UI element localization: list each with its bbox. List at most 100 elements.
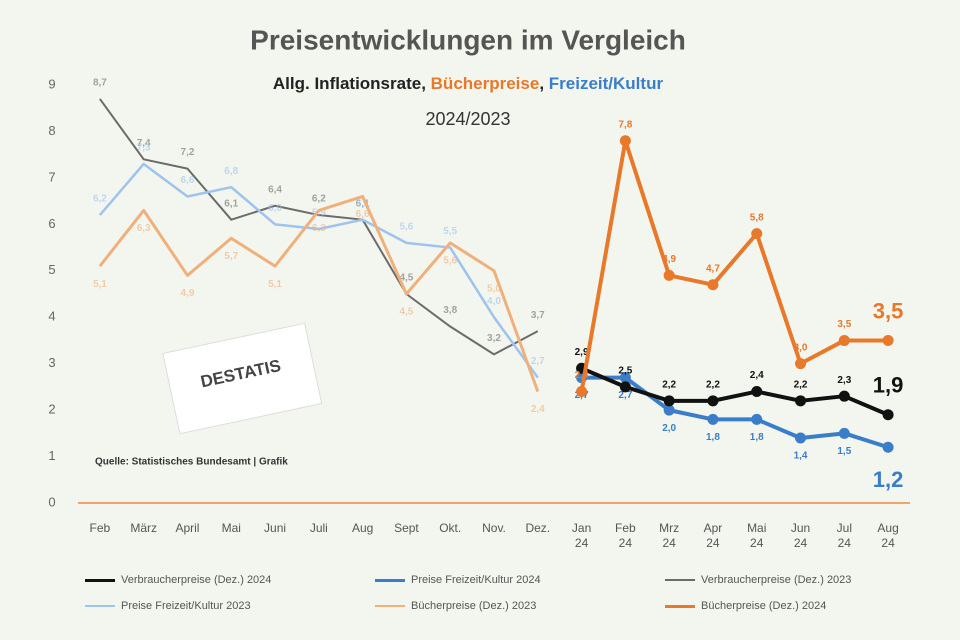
data-label: 5,1 xyxy=(268,279,282,290)
source-note: Quelle: Statistisches Bundesamt | Grafik xyxy=(95,457,288,468)
data-label: 7,8 xyxy=(618,119,632,130)
data-label: 2,4 xyxy=(575,370,589,381)
data-label: 6,2 xyxy=(93,194,107,205)
data-label: 4,5 xyxy=(399,307,413,318)
series-marker xyxy=(795,432,807,444)
legend-label: Preise Freizeit/Kultur 2024 xyxy=(411,574,541,586)
data-label: 6,4 xyxy=(268,184,282,195)
legend-label: Verbraucherpreise (Dez.) 2023 xyxy=(701,574,852,586)
x-tick-label: Aug xyxy=(351,521,374,535)
legend-swatch xyxy=(375,605,405,607)
y-tick-label: 6 xyxy=(48,216,55,231)
series-marker xyxy=(663,404,675,416)
legend-label: Bücherpreise (Dez.) 2024 xyxy=(701,600,827,612)
x-tick-label: Mai 24 xyxy=(747,521,767,550)
data-label: 6,6 xyxy=(356,209,370,220)
data-label: 6,1 xyxy=(356,198,370,209)
data-label: 5,6 xyxy=(399,222,413,233)
data-label: 4,9 xyxy=(662,254,676,265)
data-label: 2,2 xyxy=(706,379,720,390)
x-tick-label: Feb xyxy=(89,521,111,535)
y-tick-label: 7 xyxy=(48,169,55,184)
legend-item: Bücherpreise (Dez.) 2023 xyxy=(375,600,536,612)
x-tick-label: Jun 24 xyxy=(790,521,811,550)
y-tick-label: 8 xyxy=(48,123,55,138)
logo-box xyxy=(162,322,323,435)
data-label: 5,9 xyxy=(312,208,326,219)
x-tick-label: Feb 24 xyxy=(615,521,636,550)
series-marker xyxy=(707,413,719,425)
data-label: 2,3 xyxy=(837,375,851,386)
legend-item: Verbraucherpreise (Dez.) 2023 xyxy=(665,574,851,586)
data-label: 2,5 xyxy=(618,366,632,377)
legend-item: Preise Freizeit/Kultur 2024 xyxy=(375,574,541,586)
y-tick-label: 0 xyxy=(48,494,55,509)
data-label: 7,3 xyxy=(137,143,151,154)
x-tick-label: März xyxy=(130,521,158,535)
data-label: 2,0 xyxy=(662,423,676,434)
data-label: 5,5 xyxy=(443,226,457,237)
data-label: 5,6 xyxy=(443,256,457,267)
logo: DESTATIS xyxy=(162,322,323,435)
y-tick-label: 4 xyxy=(48,309,55,324)
data-label: 1,8 xyxy=(706,432,720,443)
chart-subtitle-year: 2024/2023 xyxy=(425,109,510,129)
x-tick-label: Mrz 24 xyxy=(659,521,680,550)
x-tick-label: Juli xyxy=(309,521,328,535)
data-label: 3,0 xyxy=(794,342,808,353)
series-line xyxy=(579,138,889,392)
series-marker xyxy=(882,441,894,453)
data-label: 7,2 xyxy=(181,147,195,158)
data-label: 2,7 xyxy=(531,356,545,367)
subtitle-part: Bücherpreise xyxy=(431,74,540,93)
series-line xyxy=(580,366,889,417)
series-marker xyxy=(619,381,631,393)
x-tick-label: April xyxy=(175,521,200,535)
x-tick-label: Aug 24 xyxy=(877,521,899,550)
data-label: 3,7 xyxy=(531,310,545,321)
data-label: 5,1 xyxy=(93,279,107,290)
series-marker xyxy=(619,372,631,384)
x-tick-label: Nov. xyxy=(482,521,506,535)
series-marker xyxy=(795,358,807,370)
data-label: 1,8 xyxy=(750,432,764,443)
series-marker xyxy=(882,334,894,346)
series-marker xyxy=(838,390,850,402)
series-marker xyxy=(751,386,763,398)
series-marker xyxy=(707,279,719,291)
data-label: 2,2 xyxy=(794,379,808,390)
data-label: 1,9 xyxy=(873,373,904,398)
data-label: 6,1 xyxy=(224,198,238,209)
series-line xyxy=(98,162,539,379)
y-tick-label: 3 xyxy=(48,355,55,370)
data-label: 3,5 xyxy=(837,319,851,330)
legend-label: Verbraucherpreise (Dez.) 2024 xyxy=(121,574,272,586)
y-tick-label: 1 xyxy=(48,448,55,463)
x-tick-label: Jul 24 xyxy=(836,521,852,550)
data-label: 7,4 xyxy=(137,138,151,149)
series-line xyxy=(99,98,539,356)
x-tick-label: Okt. xyxy=(439,521,462,535)
legend-swatch xyxy=(665,604,695,608)
data-label: 4,7 xyxy=(706,263,720,274)
subtitle-part: , xyxy=(539,74,548,93)
series-marker xyxy=(707,395,719,407)
data-label: 1,5 xyxy=(837,446,851,457)
data-label: 6,8 xyxy=(224,166,238,177)
data-label: 6,2 xyxy=(312,194,326,205)
data-label: 6,3 xyxy=(312,223,326,234)
series-marker xyxy=(751,413,763,425)
series-marker xyxy=(663,395,675,407)
series-marker xyxy=(838,334,850,346)
chart-title: Preisentwicklungen im Vergleich xyxy=(250,24,686,55)
data-label: 4,9 xyxy=(181,288,195,299)
series-marker xyxy=(795,395,807,407)
data-label: 2,2 xyxy=(662,379,676,390)
data-label: 1,2 xyxy=(873,467,904,492)
data-label: 2,4 xyxy=(531,404,545,415)
data-label: 1,4 xyxy=(794,451,808,462)
data-label: 6,0 xyxy=(268,203,282,214)
legend-item: Preise Freizeit/Kultur 2023 xyxy=(85,600,251,612)
